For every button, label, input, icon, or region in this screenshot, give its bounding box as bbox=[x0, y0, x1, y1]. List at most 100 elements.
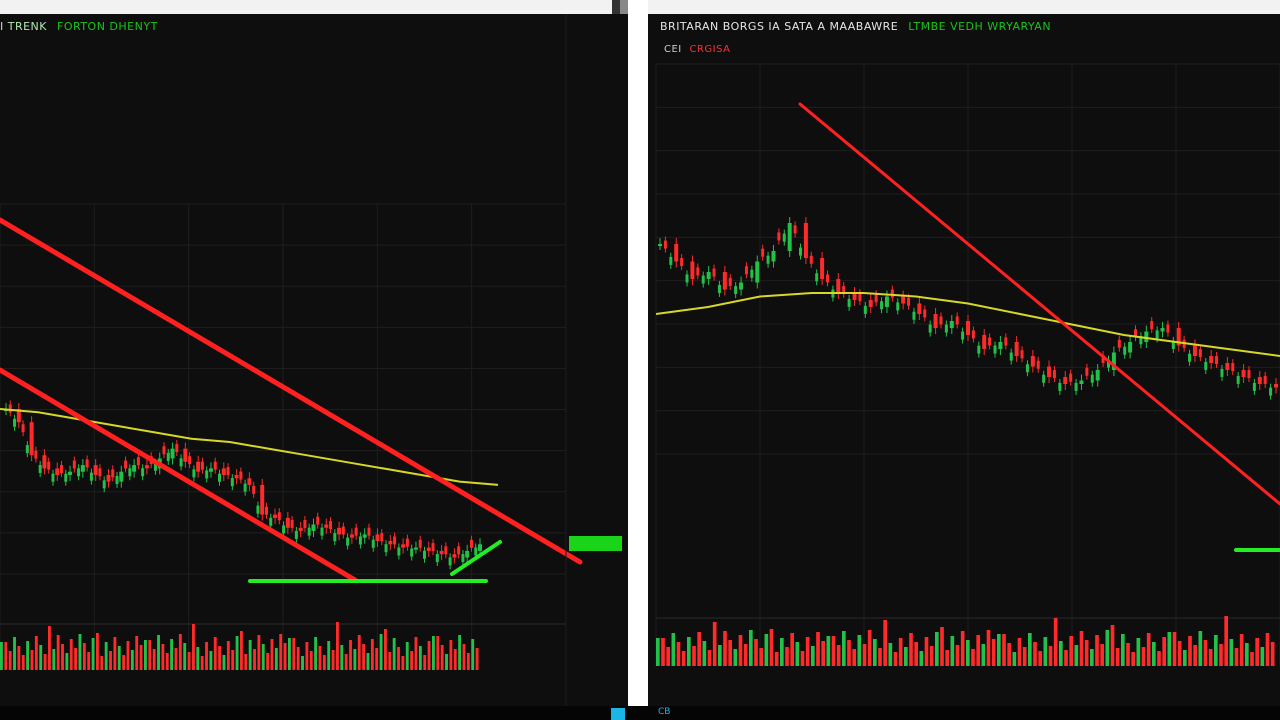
volume-bar bbox=[401, 656, 405, 670]
candle-body bbox=[290, 519, 294, 528]
candle-body bbox=[349, 534, 354, 538]
volume-bar bbox=[466, 653, 470, 670]
candle-body bbox=[777, 232, 781, 241]
toolbar-handle-2[interactable] bbox=[620, 0, 630, 14]
left-chart-canvas[interactable] bbox=[0, 14, 628, 706]
candle-body bbox=[884, 296, 889, 307]
candle-body bbox=[1198, 349, 1202, 358]
candle-body bbox=[426, 547, 431, 551]
volume-bar bbox=[423, 655, 427, 670]
candle-body bbox=[863, 305, 867, 314]
volume-bar bbox=[738, 635, 743, 666]
moving-average-line bbox=[655, 292, 1280, 357]
candle-body bbox=[362, 534, 367, 538]
volume-bar bbox=[1245, 643, 1249, 666]
candle-body bbox=[136, 457, 140, 466]
candle-body bbox=[1014, 342, 1019, 356]
candle-body bbox=[341, 526, 345, 535]
volume-bar bbox=[800, 651, 805, 666]
candle-body bbox=[144, 465, 149, 469]
candle-body bbox=[1090, 374, 1094, 383]
candle-body bbox=[1036, 360, 1040, 369]
candle-body bbox=[141, 468, 145, 477]
status-text: CB bbox=[658, 707, 671, 717]
volume-bar bbox=[976, 635, 980, 666]
candle-body bbox=[669, 256, 673, 265]
volume-bar bbox=[743, 644, 748, 666]
candle-body bbox=[393, 536, 397, 545]
volume-bar bbox=[1043, 637, 1048, 666]
candle-body bbox=[162, 446, 166, 455]
status-square-icon[interactable] bbox=[611, 708, 625, 720]
right-header-white: BRITARAN BORGS IA SATA A MAABAWRE bbox=[660, 20, 899, 33]
volume-bar bbox=[1203, 640, 1208, 666]
volume-bar bbox=[831, 636, 836, 666]
candle-body bbox=[346, 537, 350, 546]
volume-bar bbox=[126, 641, 130, 670]
candle-body bbox=[923, 309, 927, 318]
trend-line bbox=[798, 102, 1280, 506]
volume-bar bbox=[384, 629, 387, 670]
candle-body bbox=[188, 456, 192, 465]
candle-body bbox=[755, 261, 760, 283]
candle-body bbox=[260, 484, 265, 515]
volume-bar bbox=[388, 652, 392, 670]
volume-bar bbox=[69, 639, 73, 670]
volume-bar bbox=[61, 644, 64, 670]
volume-bar bbox=[671, 633, 676, 666]
toolbar-handle[interactable] bbox=[612, 0, 622, 14]
volume-bar bbox=[349, 640, 352, 670]
right-chart-canvas[interactable] bbox=[648, 14, 1280, 706]
volume-bar bbox=[873, 639, 877, 666]
right-sub-label: CEI bbox=[664, 44, 682, 55]
volume-bar bbox=[48, 626, 51, 670]
volume-bar bbox=[109, 651, 112, 670]
volume-bar bbox=[1002, 634, 1006, 666]
candle-body bbox=[401, 544, 406, 548]
volume-bar bbox=[826, 636, 831, 666]
volume-bar bbox=[950, 636, 955, 666]
candle-body bbox=[256, 505, 260, 514]
candle-body bbox=[170, 448, 175, 459]
candle-body bbox=[25, 445, 29, 454]
volume-bar bbox=[811, 646, 815, 666]
volume-bar bbox=[867, 630, 872, 666]
volume-bar bbox=[340, 645, 344, 670]
candle-body bbox=[766, 255, 770, 264]
left-header-green: FORTON DHENYT bbox=[57, 20, 158, 33]
candle-body bbox=[939, 316, 943, 325]
volume-bar bbox=[749, 630, 753, 666]
candle-body bbox=[1231, 363, 1235, 372]
volume-bar bbox=[940, 627, 944, 666]
candle-body bbox=[771, 251, 776, 262]
candle-body bbox=[200, 461, 204, 470]
panel-divider[interactable] bbox=[628, 0, 648, 720]
volume-bar bbox=[139, 645, 143, 670]
right-chart-header: BRITARAN BORGS IA SATA A MAABAWRE LTMBE … bbox=[660, 20, 1051, 33]
candle-body bbox=[106, 475, 111, 482]
volume-bar bbox=[1028, 633, 1032, 666]
volume-bar bbox=[702, 641, 707, 666]
candle-body bbox=[384, 544, 388, 553]
volume-bar bbox=[257, 635, 261, 670]
volume-bar bbox=[209, 651, 213, 670]
volume-bar bbox=[292, 638, 296, 670]
volume-bar bbox=[187, 652, 191, 670]
volume-bar bbox=[261, 644, 265, 670]
volume-bar bbox=[279, 634, 283, 670]
volume-bar bbox=[1131, 652, 1135, 666]
candle-body bbox=[933, 314, 938, 328]
volume-bar bbox=[91, 638, 95, 670]
volume-bar bbox=[270, 639, 274, 670]
volume-bar bbox=[322, 655, 326, 670]
volume-bar bbox=[471, 639, 475, 670]
candle-body bbox=[34, 450, 38, 459]
left-chart-header: I TRENK FORTON DHENYT bbox=[0, 20, 158, 33]
volume-bar bbox=[161, 644, 165, 670]
volume-bar bbox=[945, 650, 949, 666]
candle-body bbox=[196, 461, 201, 472]
volume-bar bbox=[117, 646, 121, 670]
volume-bar bbox=[327, 641, 331, 670]
candle-body bbox=[38, 464, 42, 473]
candle-body bbox=[1225, 363, 1230, 370]
